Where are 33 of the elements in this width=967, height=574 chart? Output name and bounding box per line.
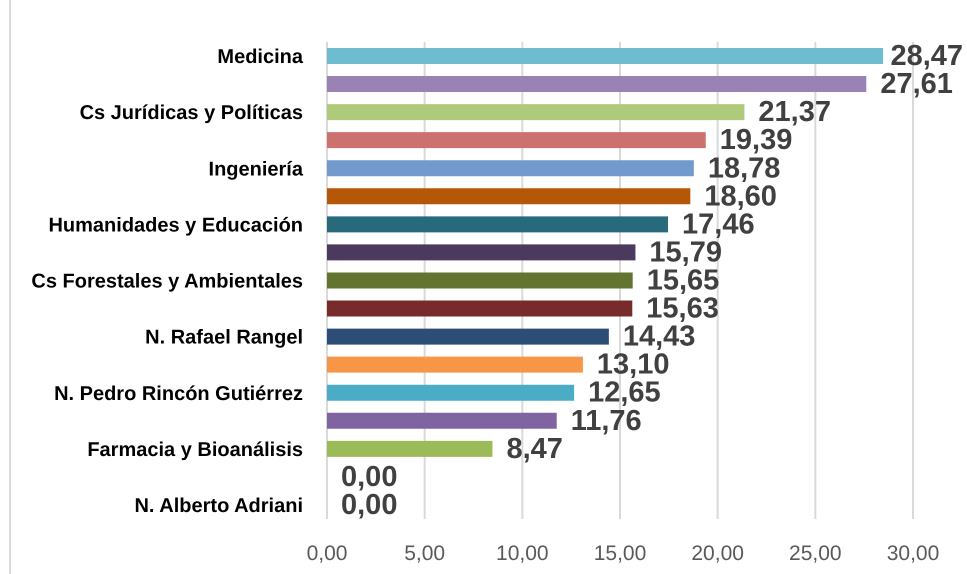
- bar: [327, 384, 574, 401]
- y-tick-label: N. Pedro Rincón Gutiérrez: [54, 382, 303, 405]
- x-tick-label: 15,00: [594, 542, 646, 565]
- bar: [327, 300, 632, 317]
- y-tick-label: Ingeniería: [208, 158, 304, 180]
- bar: [327, 188, 690, 204]
- x-tick-label: 20,00: [691, 542, 744, 565]
- y-tick-label: Cs Forestales y Ambientales: [31, 270, 303, 293]
- bar: [327, 412, 557, 429]
- x-tick-label: 0,00: [306, 542, 348, 565]
- bar: [327, 328, 609, 345]
- bar: [327, 132, 706, 148]
- x-tick-label: 10,00: [496, 542, 549, 565]
- y-tick-label: Farmacia y Bioanálisis: [87, 438, 303, 461]
- x-tick-label: 30,00: [886, 542, 940, 565]
- y-tick-label: Humanidades y Educación: [48, 214, 303, 236]
- bar: [327, 48, 884, 64]
- y-tick-label: Cs Jurídicas y Políticas: [80, 102, 303, 124]
- data-label: 0,00: [341, 460, 398, 493]
- bar: [327, 76, 866, 92]
- bar: [327, 440, 492, 457]
- bar: [327, 272, 633, 288]
- bar: [327, 244, 636, 260]
- bar: [327, 104, 744, 120]
- bar: [327, 356, 583, 373]
- y-tick-label: N. Alberto Adriani: [134, 495, 303, 518]
- bar: [327, 160, 694, 176]
- x-tick-label: 25,00: [789, 542, 842, 565]
- data-label: 8,47: [506, 432, 563, 465]
- bar: [327, 216, 668, 232]
- x-tick-label: 5,00: [404, 542, 446, 565]
- y-tick-label: N. Rafael Rangel: [145, 326, 303, 349]
- y-tick-label: Medicina: [217, 46, 304, 68]
